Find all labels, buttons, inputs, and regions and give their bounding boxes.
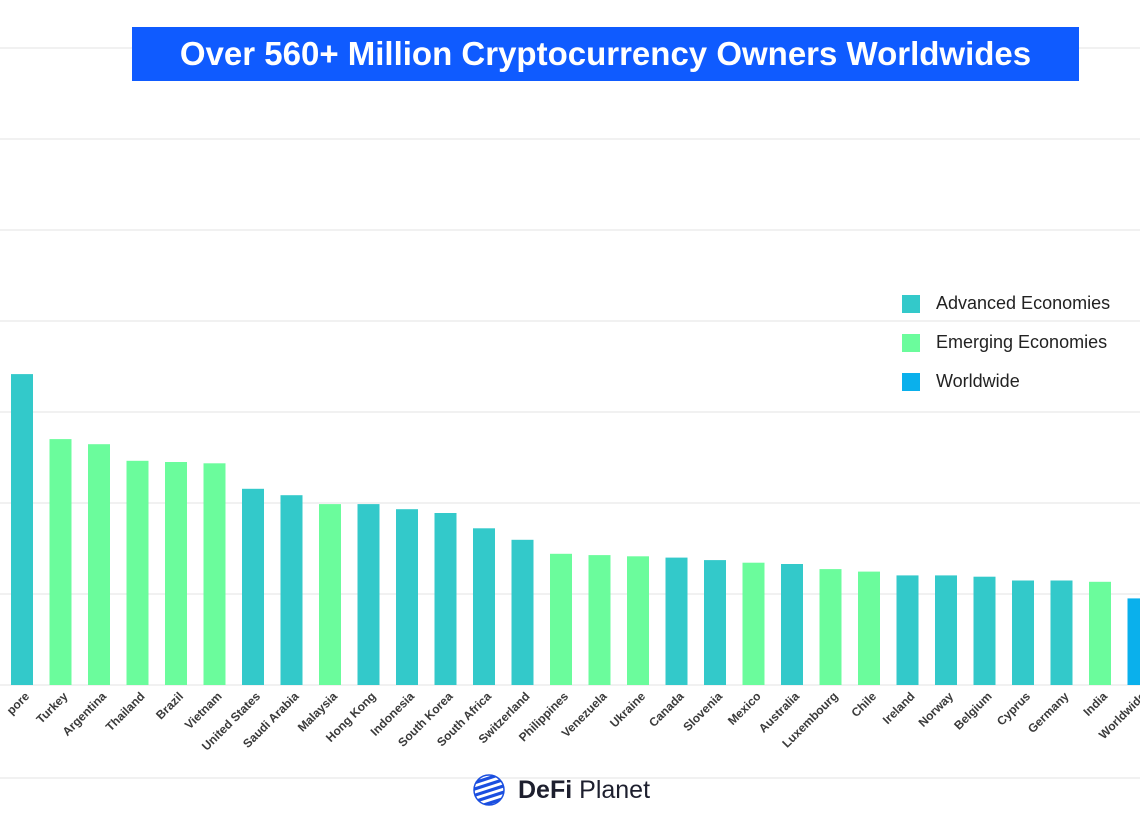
bar-south-africa [473,528,495,685]
globe-icon [473,774,505,806]
legend-label-emerging: Emerging Economies [936,332,1108,352]
bar-india [1089,581,1111,685]
x-tick-label: Slovenia [680,689,725,734]
bar-chile [858,571,880,685]
bar-brazil [165,462,187,685]
legend-label-advanced: Advanced Economies [936,293,1111,313]
legend-swatch-emerging [902,333,920,352]
bar-united-states [242,488,264,685]
x-tick-label: Ukraine [607,689,648,730]
bar-switzerland [511,539,534,685]
legend: Advanced Economies Emerging Economies Wo… [902,284,1110,401]
bar-vietnam [203,463,226,685]
bar-canada [665,557,688,685]
bar-argentina [88,444,110,685]
bar-australia [781,564,803,685]
x-tick-label: Ireland [880,689,918,727]
bar-turkey [49,439,72,685]
bar-saudi-arabia [280,495,303,685]
legend-item-advanced: Advanced Economies [902,284,1110,323]
x-tick-label: pore [4,689,33,718]
bar-singapore [11,374,33,685]
gridlines [0,47,1140,779]
bar-hong-kong [357,504,380,685]
bar-cyprus [1012,580,1034,685]
bar-venezuela [588,555,611,685]
legend-item-worldwide: Worldwide [902,362,1110,401]
legend-swatch-advanced [902,294,920,313]
bar-slovenia [704,560,726,685]
bar-luxembourg [819,569,842,685]
bars [11,374,1140,685]
bar-philippines [550,553,572,685]
bar-mexico [742,562,765,685]
title-banner: Over 560+ Million Cryptocurrency Owners … [132,27,1079,81]
bar-malaysia [319,504,341,685]
bar-south-korea [434,513,457,685]
x-tick-label: Belgium [951,689,994,732]
brand-logo: DeFi Planet [472,770,650,810]
bar-worldwide [1127,598,1140,685]
x-tick-label: Turkey [34,689,71,726]
bar-ireland [896,575,919,685]
bar-indonesia [396,509,418,685]
x-tick-label: Germany [1025,689,1072,736]
legend-swatch-worldwide [902,372,920,391]
bar-thailand [126,460,149,685]
bar-norway [935,575,957,685]
x-tick-label: Brazil [153,689,186,722]
legend-label-worldwide: Worldwide [936,371,1020,391]
legend-item-emerging: Emerging Economies [902,323,1110,362]
brand-name-part2: Planet [579,775,651,804]
x-tick-label: Mexico [725,689,764,728]
chart-title: Over 560+ Million Cryptocurrency Owners … [179,35,1032,72]
x-tick-label: Norway [916,689,957,730]
x-tick-label: Chile [848,689,879,720]
brand-name: DeFi Planet [518,776,650,805]
bar-ukraine [627,556,649,685]
x-tick-label: Thailand [103,689,148,734]
bar-germany [1050,580,1073,685]
bar-belgium [973,576,996,685]
brand-name-part1: DeFi [518,775,573,804]
x-tick-label: India [1080,689,1110,719]
